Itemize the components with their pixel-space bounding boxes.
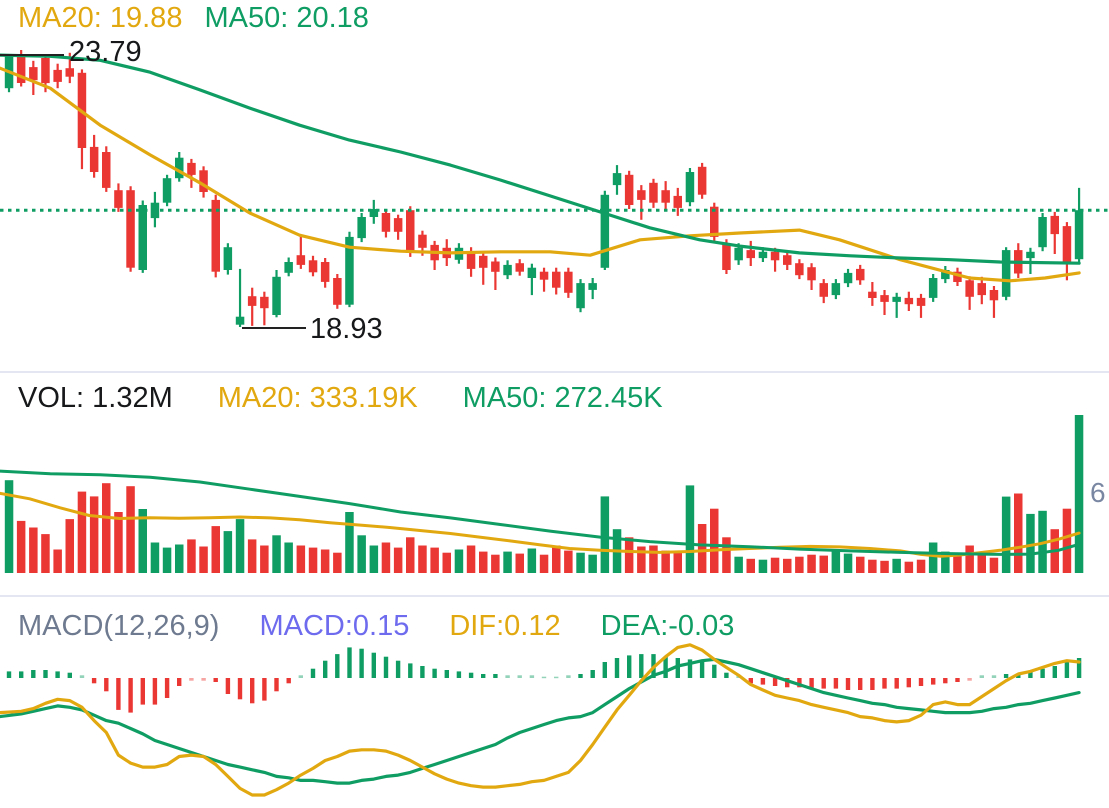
panel-separator-bottom <box>0 595 1109 597</box>
macd-indicator-row: MACD(12,26,9) MACD:0.15 DIF:0.12 DEA:-0.… <box>18 610 735 643</box>
volume-ma50-label[interactable]: MA50: 272.45K <box>462 382 663 414</box>
panel-separator-top <box>0 371 1109 373</box>
price-ma20-label[interactable]: MA20: 19.88 <box>18 2 183 34</box>
low-price-marker-line <box>242 327 306 329</box>
macd-dea-label[interactable]: DEA:-0.03 <box>600 610 735 642</box>
volume-indicator-row: VOL: 1.32M MA20: 333.19K MA50: 272.45K <box>18 382 663 415</box>
high-price-marker-line <box>0 54 64 56</box>
volume-value-label[interactable]: VOL: 1.32M <box>18 382 173 414</box>
high-price-label: 23.79 <box>69 36 142 68</box>
low-price-label: 18.93 <box>310 313 383 345</box>
macd-value-label[interactable]: MACD:0.15 <box>259 610 410 642</box>
price-indicator-row: MA20: 19.88 MA50: 20.18 <box>18 2 369 35</box>
volume-ma20-label[interactable]: MA20: 333.19K <box>217 382 418 414</box>
macd-name-label[interactable]: MACD(12,26,9) <box>18 610 220 642</box>
volume-axis-label: 6 <box>1090 477 1106 508</box>
macd-dif-label[interactable]: DIF:0.12 <box>449 610 561 642</box>
price-ma50-label[interactable]: MA50: 20.18 <box>204 2 369 34</box>
